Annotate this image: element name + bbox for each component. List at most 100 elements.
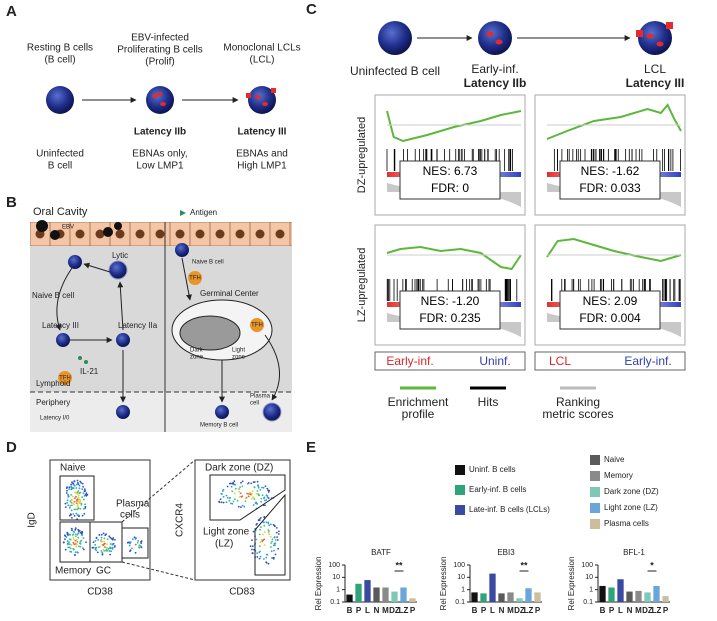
flow-event (239, 492, 242, 495)
y-tick-label: 100 (453, 562, 465, 569)
flow-event (81, 534, 83, 537)
flow-event (260, 539, 263, 541)
flow-event (69, 543, 71, 546)
flow-event (276, 539, 279, 541)
flow-event (249, 491, 251, 494)
chart-title: BATF (371, 548, 391, 557)
flow-event (75, 502, 78, 505)
flow-event (256, 490, 259, 492)
flow-event (219, 498, 222, 501)
flow-event (103, 540, 105, 543)
flow-event (111, 547, 113, 549)
x-tick-label: L (365, 606, 370, 615)
flow-event (110, 550, 112, 553)
legend-label: Uninf. B cells (469, 465, 516, 474)
stat-box (399, 290, 501, 330)
label: Antigen (190, 208, 217, 217)
comparison-box (534, 351, 686, 371)
flow-plot (194, 459, 291, 581)
y-tick-label: 10 (457, 574, 465, 581)
significance-label: ** (395, 560, 403, 570)
flow-event (140, 540, 143, 542)
flow-event (75, 512, 78, 515)
flow-event (258, 518, 261, 520)
comparison-label: Early-inf. (386, 354, 433, 368)
legend-label: Late-inf. B cells (LCLs) (469, 505, 550, 514)
x-tick-label: LZ (652, 606, 662, 615)
periphery-region (30, 392, 292, 432)
panel-letter: B (6, 194, 17, 211)
flow-event (73, 500, 76, 503)
stage-description: EBNAs and (236, 149, 288, 160)
gate-label: GC (96, 566, 111, 577)
flow-event (229, 496, 232, 499)
flow-event (79, 499, 82, 501)
flow-event (239, 486, 242, 489)
flow-event (229, 482, 232, 485)
bar (534, 592, 541, 602)
enrichment-curve (386, 245, 522, 271)
b-cell-icon (378, 21, 412, 55)
panel-letter: D (6, 439, 17, 456)
latency-label: Latency IIb (464, 76, 527, 90)
stage-heading: Monoclonal LCLs (223, 43, 300, 54)
flow-event (259, 517, 262, 519)
arrow (83, 262, 111, 273)
flow-event (76, 493, 79, 495)
cytokine (84, 360, 88, 364)
flow-event (250, 482, 253, 485)
y-axis-label: Rel Expression (567, 557, 576, 611)
label: Oral Cavity (33, 206, 88, 218)
flow-event (259, 555, 262, 558)
y-tick-label: 1 (336, 587, 340, 594)
flow-event (65, 536, 68, 538)
legend-label: Plasma cells (604, 519, 649, 528)
fdr-label: FDR: 0.235 (419, 311, 481, 325)
gate-label: Light zone (203, 527, 250, 538)
flow-event (85, 541, 87, 543)
flow-event (267, 491, 270, 493)
stage-heading: Proliferating B cells (117, 45, 203, 56)
y-tick-label: 100 (328, 562, 340, 569)
flow-event (78, 545, 80, 548)
bar (498, 593, 505, 602)
flow-event (76, 533, 79, 536)
flow-event (70, 483, 72, 486)
bar (489, 573, 496, 602)
flow-event (74, 528, 77, 531)
flow-event (252, 504, 255, 506)
stage-description: B cell (48, 161, 72, 172)
y-tick-label: 0.1 (455, 599, 465, 606)
flow-event (68, 488, 70, 490)
panel-e: E Uninf. B cells Early-inf. B cells Late-i… (306, 439, 670, 615)
flow-event (82, 547, 84, 549)
antigen-icon (180, 210, 186, 216)
gate-label: Dark zone (DZ) (205, 463, 273, 474)
stage-heading: Resting B cells (27, 43, 93, 54)
flow-event (64, 502, 67, 505)
flow-event (69, 547, 72, 550)
flow-event (255, 523, 258, 526)
flow-event (70, 494, 72, 496)
x-tick-label: M (507, 606, 514, 615)
flow-event (272, 544, 275, 547)
flow-event (78, 494, 80, 497)
flow-event (226, 496, 229, 499)
flow-event (105, 549, 108, 552)
flow-event (271, 557, 273, 559)
flow-event (272, 523, 275, 526)
flow-event (85, 492, 88, 495)
bar (391, 591, 398, 602)
flow-event (250, 498, 253, 500)
flow-event (226, 485, 229, 488)
flow-event (247, 495, 250, 498)
legend-swatch (455, 465, 465, 475)
legend-label: Memory (604, 471, 633, 480)
flow-event (82, 537, 85, 539)
fdr-label: FDR: 0.033 (579, 181, 641, 195)
flow-event (75, 487, 78, 489)
flow-event (100, 539, 103, 541)
latency-label: Latency III (626, 76, 685, 90)
flow-event (77, 497, 80, 500)
x-tick-label: B (600, 606, 606, 615)
